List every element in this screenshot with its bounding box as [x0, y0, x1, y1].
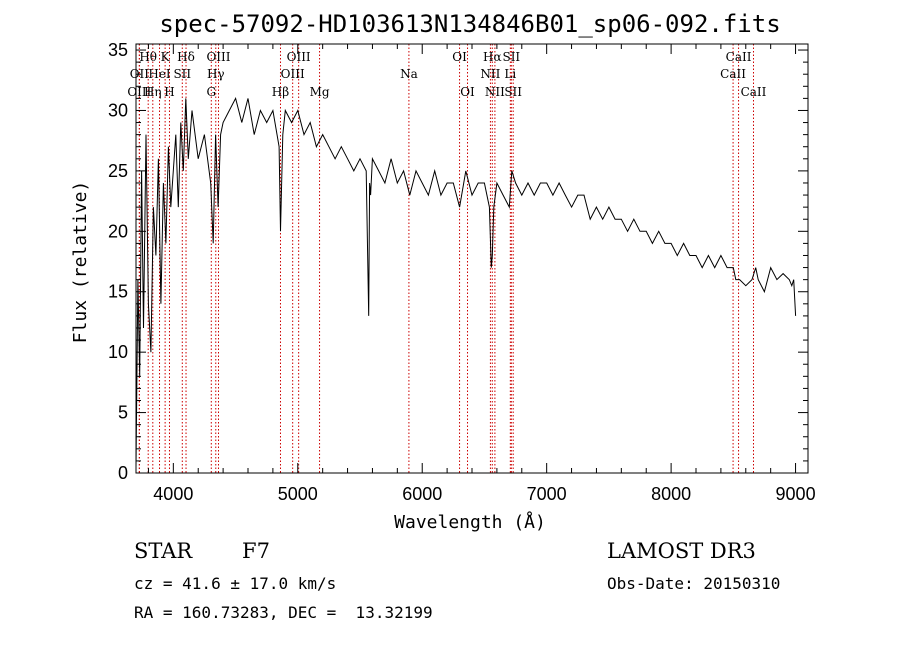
x-axis-label: Wavelength (Å): [394, 511, 546, 533]
spectral-line-label: OIII: [287, 50, 311, 64]
x-tick-label: 7000: [527, 484, 567, 504]
redshift-velocity: cz = 41.6 ± 17.0 km/s: [134, 574, 337, 593]
spectral-line-label: OIII: [127, 85, 151, 99]
y-tick-label: 0: [118, 463, 128, 483]
x-tick-label: 5000: [278, 484, 318, 504]
x-tick-label: 8000: [651, 484, 691, 504]
spectral-line-label: Mg: [310, 85, 330, 99]
coordinates: RA = 160.73283, DEC = 13.32199: [134, 603, 433, 622]
y-tick-label: 25: [108, 161, 128, 181]
spectral-line-label: Hδ: [177, 50, 195, 64]
spectral-line-label: OI: [452, 50, 467, 64]
spectral-line-label: Hη: [144, 85, 162, 99]
spectral-line-label: OIII: [206, 50, 230, 64]
spectral-line-label: Li: [504, 67, 516, 81]
spectral-line-label: NII: [480, 67, 500, 81]
spectral-line-label: CaII: [741, 85, 767, 99]
x-tick-label: 9000: [776, 484, 816, 504]
chart-title: spec-57092-HD103613N134846B01_sp06-092.f…: [159, 10, 780, 38]
y-tick-label: 35: [108, 40, 128, 60]
spectral-line-label: OIII: [281, 67, 305, 81]
spectral-line-label: OI: [460, 85, 475, 99]
spectral-line-label: Hθ: [139, 50, 157, 64]
x-tick-label: 6000: [402, 484, 442, 504]
x-tick-label: 4000: [153, 484, 193, 504]
spectral-line-label: Hα: [483, 50, 502, 64]
spectral-line-label: HeI: [148, 67, 171, 81]
spectral-line-label: CaII: [720, 67, 746, 81]
object-type: STAR: [134, 539, 193, 563]
y-tick-label: 20: [108, 221, 128, 241]
spectral-line-label: SII: [502, 50, 520, 64]
spectral-line-label: K: [161, 50, 171, 64]
y-axis-label: Flux (relative): [70, 181, 91, 344]
spectral-subclass: F7: [242, 539, 270, 563]
y-tick-label: 10: [108, 342, 128, 362]
observation-date: Obs-Date: 20150310: [607, 574, 781, 593]
spectral-line-label: NII: [485, 85, 505, 99]
spectral-line-label: H: [164, 85, 174, 99]
spectral-line-label: Hβ: [272, 85, 289, 99]
axis-ticks: 4000 5000 6000 7000 8000 9000 0 5 10 15 20 25 30 35: [108, 40, 816, 504]
spectral-line-label: G: [206, 85, 216, 99]
spectral-line-label: Na: [400, 67, 418, 81]
spectrum-line: [135, 97, 797, 468]
y-tick-label: 30: [108, 100, 128, 120]
spectral-lines-layer: [138, 44, 754, 473]
y-tick-label: 5: [118, 403, 128, 423]
spectral-line-label: SII: [504, 85, 522, 99]
spectral-line-label: Hγ: [207, 67, 225, 81]
survey-name: LAMOST DR3: [607, 539, 756, 563]
spectral-line-label: SII: [173, 67, 191, 81]
spectral-line-label: CaII: [726, 50, 752, 64]
y-tick-label: 15: [108, 282, 128, 302]
